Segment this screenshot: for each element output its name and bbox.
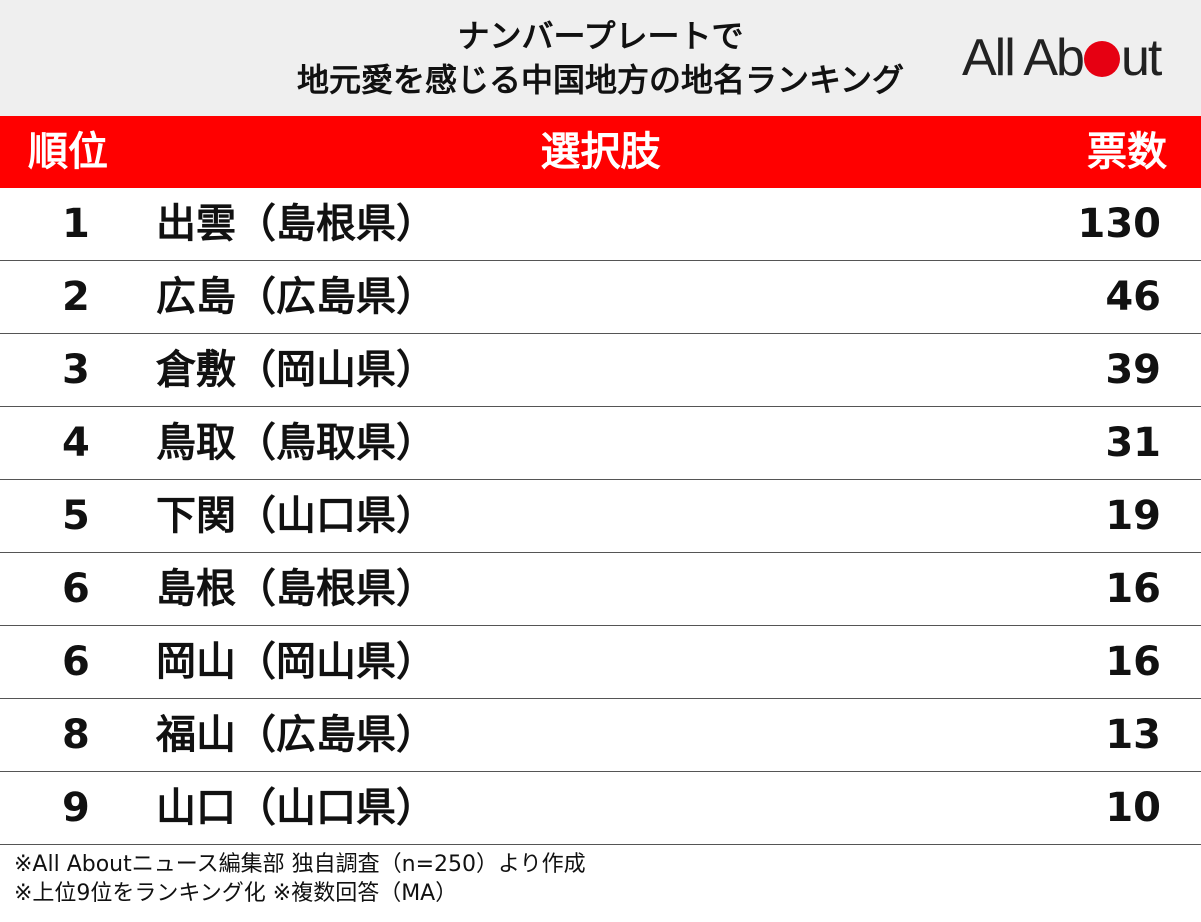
rank-cell: 8 xyxy=(62,712,90,758)
table-row: 3 倉敷（岡山県） 39 xyxy=(0,334,1201,407)
logo-text-after: ut xyxy=(1120,29,1162,87)
title-line-2: 地元愛を感じる中国地方の地名ランキング xyxy=(296,61,905,99)
choice-cell: 出雲（島根県） xyxy=(156,201,436,247)
chart-title: ナンバープレートで 地元愛を感じる中国地方の地名ランキング xyxy=(0,14,1201,102)
choice-cell: 山口（山口県） xyxy=(156,785,436,831)
footnotes: ※All Aboutニュース編集部 独自調査（n=250）より作成 ※上位9位を… xyxy=(14,850,586,908)
title-line-1: ナンバープレートで xyxy=(457,17,744,55)
footnote-source: ※All Aboutニュース編集部 独自調査（n=250）より作成 xyxy=(14,852,586,877)
column-header-rank: 順位 xyxy=(28,129,108,175)
table-row: 2 広島（広島県） 46 xyxy=(0,261,1201,334)
table-row: 6 岡山（岡山県） 16 xyxy=(0,626,1201,699)
table-body: 1 出雲（島根県） 130 2 広島（広島県） 46 3 倉敷（岡山県） 39 4 鳥取（鳥取県） 3… xyxy=(0,188,1201,845)
votes-cell: 46 xyxy=(1105,274,1161,320)
rank-cell: 9 xyxy=(62,785,90,831)
table-header: 順位 選択肢 票数 xyxy=(0,116,1201,188)
table-row: 4 鳥取（鳥取県） 31 xyxy=(0,407,1201,480)
table-row: 9 山口（山口県） 10 xyxy=(0,772,1201,845)
table-row: 1 出雲（島根県） 130 xyxy=(0,188,1201,261)
rank-cell: 1 xyxy=(62,201,90,247)
choice-cell: 倉敷（岡山県） xyxy=(156,347,436,393)
column-header-choice: 選択肢 xyxy=(540,129,661,175)
table-row: 8 福山（広島県） 13 xyxy=(0,699,1201,772)
rank-cell: 4 xyxy=(62,420,90,466)
choice-cell: 福山（広島県） xyxy=(156,712,436,758)
logo-text-before: All Ab xyxy=(962,29,1085,87)
choice-cell: 島根（島根県） xyxy=(156,566,436,612)
votes-cell: 16 xyxy=(1105,566,1161,612)
votes-cell: 31 xyxy=(1105,420,1161,466)
table-row: 5 下関（山口県） 19 xyxy=(0,480,1201,553)
votes-cell: 13 xyxy=(1105,712,1161,758)
chart-header: ナンバープレートで 地元愛を感じる中国地方の地名ランキング All Ab ut xyxy=(0,0,1201,116)
choice-cell: 下関（山口県） xyxy=(156,493,436,539)
choice-cell: 広島（広島県） xyxy=(156,274,436,320)
logo-red-dot-icon xyxy=(1083,41,1120,77)
footnote-method: ※上位9位をランキング化 ※複数回答（MA） xyxy=(14,881,458,906)
choice-cell: 鳥取（鳥取県） xyxy=(156,420,436,466)
rank-cell: 6 xyxy=(62,566,90,612)
column-header-votes: 票数 xyxy=(1087,129,1167,175)
votes-cell: 39 xyxy=(1105,347,1161,393)
votes-cell: 19 xyxy=(1105,493,1161,539)
votes-cell: 10 xyxy=(1105,785,1161,831)
table-row: 6 島根（島根県） 16 xyxy=(0,553,1201,626)
choice-cell: 岡山（岡山県） xyxy=(156,639,436,685)
allabout-logo: All Ab ut xyxy=(962,28,1184,88)
rank-cell: 2 xyxy=(62,274,90,320)
rank-cell: 3 xyxy=(62,347,90,393)
rank-cell: 5 xyxy=(62,493,90,539)
votes-cell: 16 xyxy=(1105,639,1161,685)
votes-cell: 130 xyxy=(1077,201,1162,247)
rank-cell: 6 xyxy=(62,639,90,685)
